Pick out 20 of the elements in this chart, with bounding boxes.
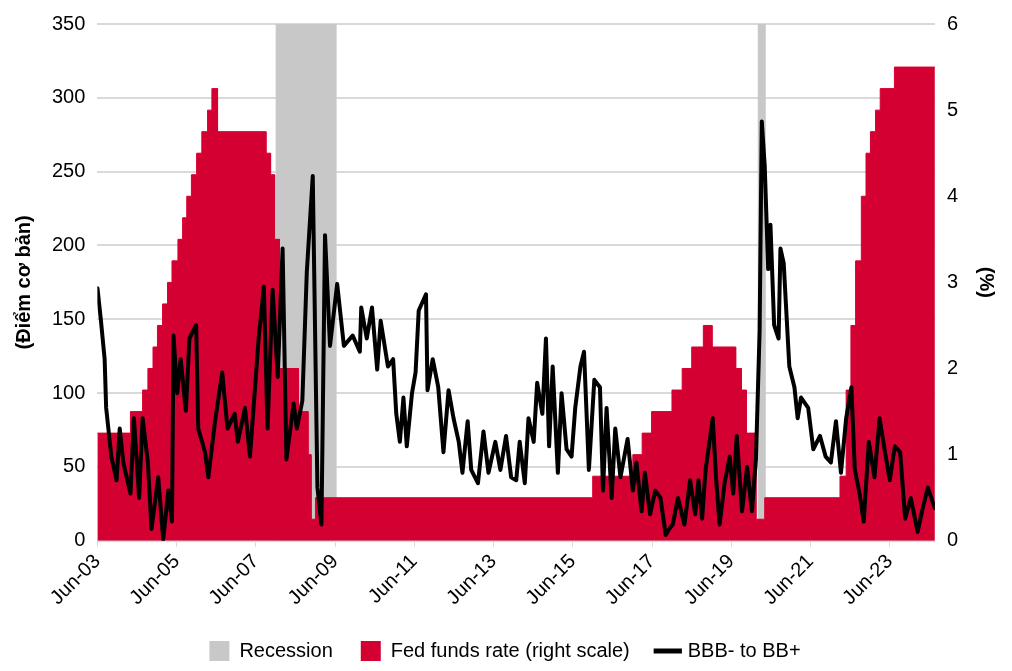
y-tick-label: 300 xyxy=(51,85,86,108)
y-tick-label: 200 xyxy=(51,233,86,255)
y2-tick-label: 4 xyxy=(946,183,958,206)
legend-label: BBB- to BB+ xyxy=(687,638,801,661)
y-axis-title: (Điểm cơ bản) xyxy=(11,215,34,350)
y-tick-label: 250 xyxy=(51,159,86,182)
y-tick-label: 150 xyxy=(51,306,86,329)
y-tick-label: 50 xyxy=(63,454,86,477)
y2-tick-label: 2 xyxy=(946,356,958,379)
y-tick-label: 350 xyxy=(51,11,86,34)
y2-tick-label: 6 xyxy=(946,11,958,34)
y2-tick-label: 3 xyxy=(946,269,958,292)
y-tick-label: 0 xyxy=(74,528,86,551)
y2-tick-label: 1 xyxy=(946,442,958,465)
legend-label: Fed funds rate (right scale) xyxy=(390,638,630,661)
y2-tick-label: 0 xyxy=(946,528,958,551)
y-tick-label: 100 xyxy=(51,380,86,403)
y2-tick-label: 5 xyxy=(946,97,958,120)
legend-label: Recession xyxy=(239,638,333,661)
y2-axis-title: (%) xyxy=(976,266,999,298)
